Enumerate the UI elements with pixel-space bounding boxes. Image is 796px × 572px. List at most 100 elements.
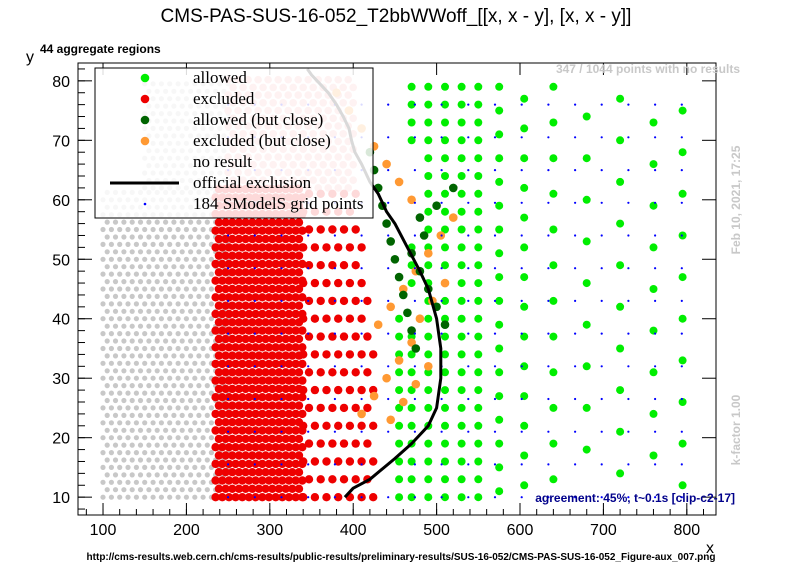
no_result-point <box>179 397 185 404</box>
allowed-close-point <box>411 344 421 353</box>
excluded-point <box>254 368 264 377</box>
grid-point <box>413 463 416 466</box>
excluded-point <box>221 384 230 394</box>
excluded-point <box>298 443 307 452</box>
excluded-point <box>291 276 300 285</box>
excluded-point <box>288 368 297 377</box>
excluded-point <box>268 334 277 344</box>
no_result-point <box>112 219 119 225</box>
excluded-point <box>248 251 257 260</box>
no_result-point <box>137 234 144 240</box>
no_result-point <box>204 279 210 285</box>
grid-point <box>654 463 657 466</box>
grid-point <box>600 169 603 172</box>
no_result-point <box>154 383 160 389</box>
no_result-point <box>200 226 206 233</box>
allowed-close-point <box>394 272 404 282</box>
no_result-point <box>112 442 119 448</box>
excluded-point <box>214 484 224 493</box>
excluded-point <box>322 350 331 359</box>
excluded-point <box>274 434 284 444</box>
excluded-point <box>310 278 320 288</box>
grid-point <box>574 201 577 204</box>
allowed-point <box>457 439 466 448</box>
excluded-point <box>224 326 234 335</box>
excluded-point <box>254 384 264 394</box>
no_result-point <box>104 442 110 448</box>
excluded-point <box>218 276 227 285</box>
no_result-point <box>121 397 127 404</box>
grid-point <box>520 299 523 302</box>
no_result-point <box>104 293 110 299</box>
allowed-point <box>649 326 658 335</box>
excluded-point <box>299 493 308 502</box>
no_result-point <box>137 219 144 225</box>
no_result-point <box>150 479 156 485</box>
no_result-point <box>154 249 160 255</box>
excluded-point <box>228 351 237 360</box>
no_result-point <box>100 271 106 277</box>
no_result-point <box>108 360 114 366</box>
no_result-point <box>188 383 194 389</box>
allowed-point <box>441 421 449 430</box>
no_result-point <box>142 450 148 456</box>
grid-point <box>680 463 683 466</box>
no_result-point <box>125 331 131 337</box>
excluded-close-point <box>449 213 458 222</box>
allowed-point <box>407 136 416 145</box>
excluded-point <box>248 468 257 477</box>
excluded-point <box>278 443 287 452</box>
grid-point <box>493 201 497 204</box>
no_result-point <box>163 412 169 418</box>
grid-point <box>547 496 550 499</box>
excluded-point <box>288 418 297 427</box>
grid-point <box>387 430 390 433</box>
grid-point <box>680 365 683 368</box>
allowed-point <box>495 487 504 496</box>
no_result-point <box>125 345 131 352</box>
no_result-point <box>117 420 123 426</box>
allowed-point <box>520 481 529 490</box>
grid-point <box>654 365 657 368</box>
grid-point <box>333 496 336 499</box>
excluded-point <box>268 234 277 244</box>
allowed-point <box>649 451 658 460</box>
grid-point <box>547 463 550 466</box>
excluded-point <box>284 376 294 385</box>
y-tick-label: 80 <box>52 74 70 91</box>
excluded-point <box>268 468 277 477</box>
grid-point <box>280 365 283 368</box>
excluded-point <box>214 401 224 410</box>
no_result-point <box>175 241 181 247</box>
x-tick-label: 700 <box>590 522 617 539</box>
no_result-point <box>154 397 160 404</box>
allowed-point <box>424 136 433 145</box>
excluded-point <box>357 350 366 359</box>
excluded-point <box>258 226 267 235</box>
excluded-point <box>316 261 325 270</box>
excluded-point <box>278 376 287 385</box>
grid-point <box>280 463 283 466</box>
excluded-point <box>254 251 264 260</box>
excluded-point <box>351 332 360 341</box>
excluded-point <box>278 476 287 485</box>
no_result-point <box>142 405 148 411</box>
no_result-point <box>158 286 164 292</box>
excluded-point <box>310 385 320 395</box>
excluded-point <box>211 426 220 435</box>
excluded-point <box>211 459 220 469</box>
no_result-point <box>200 494 206 500</box>
no_result-point <box>179 353 185 359</box>
grid-point <box>547 430 550 433</box>
no_result-point <box>129 338 135 344</box>
y-axis-label: y <box>26 49 34 66</box>
grid-point <box>360 332 363 335</box>
no_result-point <box>146 472 152 478</box>
excluded-point <box>238 493 247 502</box>
excluded-point <box>248 368 257 377</box>
no_result-point <box>129 234 135 240</box>
excluded-point <box>278 259 287 269</box>
excluded-point <box>264 393 274 402</box>
no_result-point <box>171 279 177 285</box>
excluded-point <box>291 426 300 435</box>
